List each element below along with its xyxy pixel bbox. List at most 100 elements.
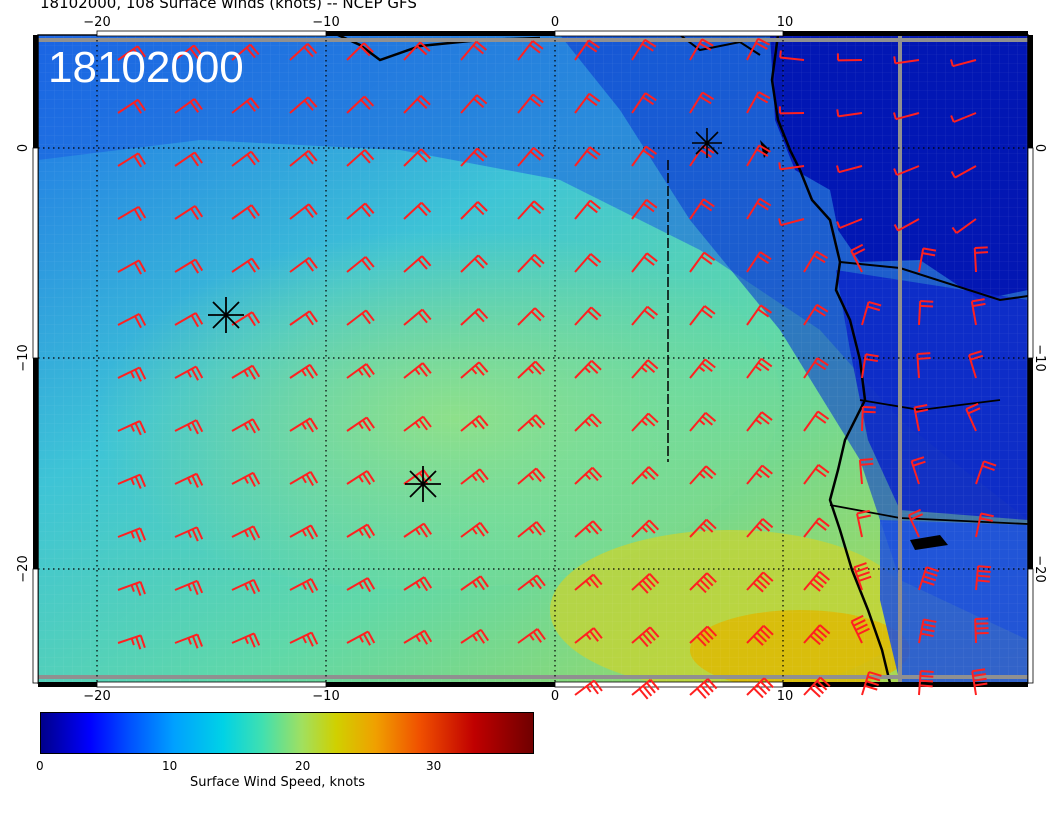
wind-barb-icon bbox=[746, 251, 772, 273]
wind-barb-icon bbox=[346, 630, 376, 646]
wind-barb-icon bbox=[951, 218, 977, 234]
wind-barb-icon bbox=[403, 255, 432, 273]
wind-barb-icon bbox=[117, 152, 147, 168]
wind-barb-icon bbox=[403, 41, 431, 61]
wind-barb-icon bbox=[117, 527, 147, 543]
wind-barb-icon bbox=[460, 414, 489, 432]
wind-barb-icon bbox=[910, 456, 926, 485]
wind-barb-icon bbox=[460, 575, 489, 591]
wind-barb-icon bbox=[918, 300, 934, 326]
wind-barb-icon bbox=[403, 522, 432, 538]
lon-tick-top: −10 bbox=[312, 15, 339, 30]
wind-barb-icon bbox=[803, 357, 829, 379]
wind-barb-icon bbox=[346, 202, 375, 220]
wind-barb-icon bbox=[346, 523, 376, 539]
wind-barb-icon bbox=[174, 633, 203, 649]
wind-barb-icon bbox=[460, 361, 489, 379]
wind-barb-icon bbox=[117, 420, 147, 436]
wind-barb-icon bbox=[631, 359, 659, 379]
wind-barb-icon bbox=[689, 91, 715, 114]
wind-barb-icon bbox=[517, 628, 546, 644]
storm-markers bbox=[208, 128, 722, 502]
wind-barb-icon bbox=[289, 363, 319, 379]
wind-barb-icon bbox=[517, 574, 546, 591]
wind-barb-icon bbox=[950, 112, 977, 123]
lat-tick-left: −20 bbox=[16, 555, 31, 582]
wind-barb-icon bbox=[631, 678, 660, 700]
frame-edge-segments bbox=[32, 30, 1034, 688]
wind-barb-icon bbox=[861, 406, 876, 432]
wind-barb-icon bbox=[918, 670, 934, 696]
wind-barb-icon bbox=[689, 38, 714, 61]
colorbar-tick: 0 bbox=[36, 759, 44, 773]
wind-barb-icon bbox=[916, 352, 931, 379]
wind-barb-icon bbox=[460, 40, 488, 61]
wind-barb-icon bbox=[918, 566, 940, 591]
longitude-ticks-bottom: −20 −10 0 10 bbox=[83, 689, 793, 700]
lon-tick-bottom: −20 bbox=[83, 689, 110, 700]
lon-tick-bottom: 10 bbox=[777, 689, 794, 700]
wind-barb-icon bbox=[517, 253, 545, 273]
wind-barb-icon bbox=[631, 92, 657, 114]
wind-barb-icon bbox=[346, 256, 375, 273]
wind-barb-icon bbox=[970, 298, 986, 326]
wind-barb-icon bbox=[574, 92, 601, 114]
wind-barb-icon bbox=[574, 360, 602, 379]
wind-barb-icon bbox=[689, 198, 715, 220]
wind-barb-icon bbox=[971, 668, 988, 696]
wind-barb-icon bbox=[778, 162, 805, 171]
wind-barb-icon bbox=[746, 91, 771, 114]
wind-barb-icon bbox=[803, 303, 829, 326]
wind-barb-icon bbox=[403, 148, 431, 167]
wind-barb-icon bbox=[231, 150, 260, 167]
wind-barb-icon bbox=[231, 43, 260, 61]
wind-barb-icon bbox=[918, 247, 937, 273]
date-stamp: 18102000 bbox=[48, 43, 244, 92]
wind-barb-icon bbox=[517, 307, 545, 326]
wind-barb-icon bbox=[689, 305, 716, 326]
wind-barb-icon bbox=[460, 628, 490, 644]
wind-barb-icon bbox=[631, 38, 657, 61]
wind-barb-icon bbox=[574, 306, 602, 326]
wind-barb-icon bbox=[974, 617, 989, 644]
wind-barb-icon bbox=[174, 419, 204, 435]
wind-barb-icon bbox=[117, 98, 147, 114]
wind-barb-icon bbox=[231, 204, 260, 220]
wind-barb-icon bbox=[746, 411, 773, 432]
wind-barb-icon bbox=[574, 39, 600, 61]
wind-barb-icon bbox=[918, 618, 937, 644]
wind-map: −20 −10 0 10 −20 −10 0 10 0 −10 −20 0 −1… bbox=[16, 15, 1047, 700]
wind-barb-icon bbox=[117, 580, 146, 596]
wind-barb-icon bbox=[174, 472, 204, 488]
wind-barb-icon bbox=[907, 508, 924, 538]
wind-barb-icon bbox=[574, 573, 603, 591]
wind-barb-icon bbox=[746, 518, 774, 538]
wind-barb-icon bbox=[689, 411, 717, 432]
wind-barb-icon bbox=[403, 415, 432, 432]
wind-barb-icon bbox=[289, 310, 318, 326]
wind-barb-icon bbox=[117, 366, 147, 382]
wind-barb-icon bbox=[174, 526, 204, 542]
wind-barb-icon bbox=[861, 671, 882, 696]
wind-barb-icon bbox=[346, 470, 376, 485]
lat-tick-right: −20 bbox=[1032, 555, 1047, 582]
wind-barb-icon bbox=[117, 473, 147, 489]
colorbar bbox=[38, 710, 534, 754]
lat-tick-right: −10 bbox=[1032, 344, 1047, 371]
wind-barb-icon bbox=[803, 624, 831, 646]
wind-barb-icon bbox=[778, 218, 805, 227]
wind-barb-icon bbox=[403, 362, 432, 379]
wind-barb-icon bbox=[574, 679, 603, 696]
wind-barb-icon bbox=[746, 625, 774, 646]
wind-barb-icon bbox=[346, 416, 375, 432]
wind-barb-icon bbox=[803, 676, 831, 698]
wind-barb-icon bbox=[289, 96, 318, 114]
colorbar-label: Surface Wind Speed, knots bbox=[190, 775, 366, 790]
wind-barb-icon bbox=[460, 147, 488, 167]
wind-barb-icon bbox=[174, 44, 203, 61]
wind-barb-icon bbox=[460, 201, 488, 220]
wind-barb-icon bbox=[973, 246, 989, 273]
wind-barb-icon bbox=[174, 579, 204, 596]
wind-barb-icon bbox=[403, 576, 433, 592]
wind-barb-icon bbox=[231, 632, 261, 648]
